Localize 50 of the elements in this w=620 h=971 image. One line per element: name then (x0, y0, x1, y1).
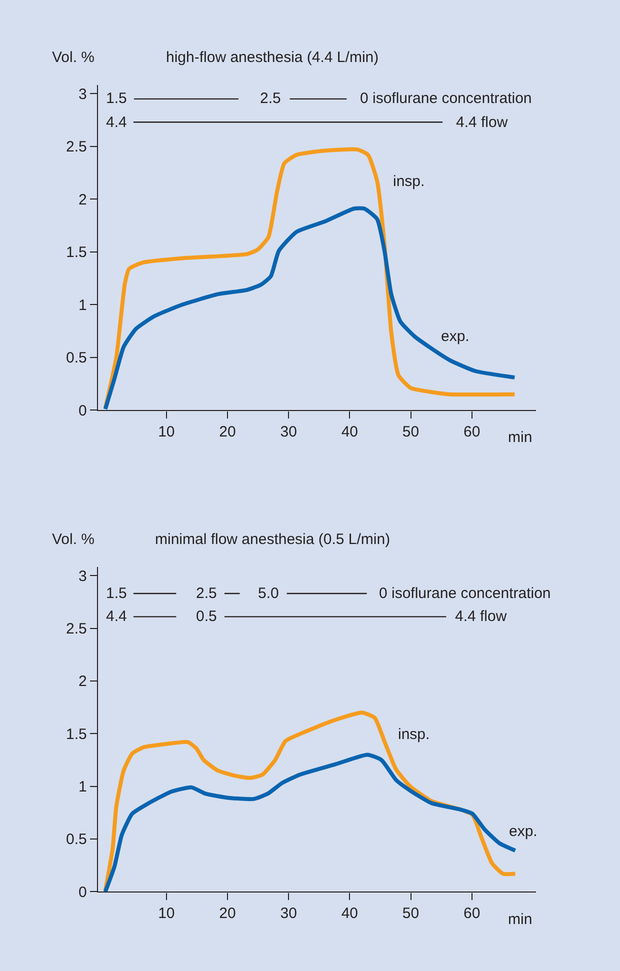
annotation: 1.5 (106, 90, 127, 107)
chart-title: minimal flow anesthesia (0.5 L/min) (155, 531, 390, 548)
y-tick-label: 3 (78, 86, 87, 103)
x-tick-label: 40 (341, 904, 358, 922)
chart-title: high-flow anesthesia (4.4 L/min) (166, 49, 379, 66)
y-tick-label: 1 (78, 296, 87, 314)
x-tick-label: 30 (280, 423, 297, 440)
x-tick-label: 20 (219, 423, 236, 440)
y-axis-title: Vol. % (52, 49, 95, 66)
y-tick-label: 0 (78, 884, 87, 901)
annotation: exp. (509, 823, 538, 840)
x-tick-label: 40 (341, 423, 358, 440)
annotation: 0 isoflurane concentration (379, 585, 551, 602)
x-tick-label: 50 (402, 904, 420, 922)
annotation: exp. (441, 328, 470, 345)
line-series (103, 206, 517, 410)
y-tick-label: 1.5 (66, 244, 87, 262)
line-series (103, 147, 517, 410)
annotation: 4.4 flow (456, 114, 508, 131)
x-axis-title: min (508, 911, 532, 928)
y-tick-label: 3 (78, 568, 87, 585)
y-tick-label: 1.5 (66, 726, 87, 743)
annotation: 4.4 (106, 608, 127, 625)
x-axis-title: min (508, 429, 532, 446)
annotation: 5.0 (258, 585, 279, 602)
annotation: 2.5 (196, 585, 217, 602)
annotation: 1.5 (106, 585, 127, 602)
y-axis-title: Vol. % (52, 531, 95, 548)
y-tick-label: 2 (78, 191, 87, 208)
x-tick-label: 10 (158, 904, 175, 922)
x-tick-label: 30 (280, 904, 297, 922)
annotation: 0.5 (196, 608, 217, 625)
annotation: 0 isoflurane concentration (360, 90, 532, 107)
y-tick-label: 2.5 (66, 138, 87, 156)
x-tick-label: 20 (219, 904, 236, 922)
x-tick-label: 50 (402, 423, 420, 440)
annotation: 4.4 flow (455, 608, 507, 625)
y-tick-label: 0.5 (66, 350, 87, 367)
x-tick-label: 60 (464, 904, 480, 922)
y-tick-label: 0.5 (66, 831, 87, 848)
annotation: insp. (393, 173, 425, 190)
x-tick-label: 10 (158, 423, 175, 440)
y-tick-label: 0 (78, 402, 87, 420)
annotation: 2.5 (260, 90, 281, 107)
y-tick-label: 1 (78, 778, 87, 796)
x-tick-label: 60 (464, 423, 480, 440)
annotation: insp. (398, 726, 430, 743)
y-tick-label: 2 (78, 673, 87, 690)
annotation: 4.4 (106, 114, 127, 131)
y-tick-label: 2.5 (66, 620, 87, 638)
